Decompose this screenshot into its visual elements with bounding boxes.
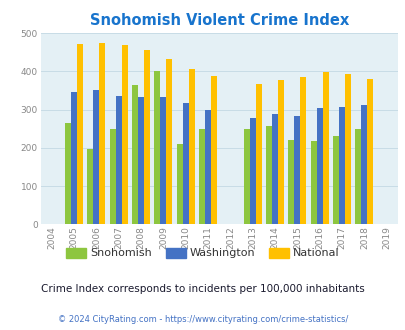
Bar: [249, 118, 255, 224]
Bar: [188, 69, 194, 224]
Bar: [316, 108, 322, 224]
Bar: [294, 116, 300, 224]
Text: © 2024 CityRating.com - https://www.cityrating.com/crime-statistics/: © 2024 CityRating.com - https://www.city…: [58, 315, 347, 324]
Bar: [154, 71, 160, 224]
Bar: [144, 50, 150, 224]
Bar: [310, 141, 316, 224]
Bar: [182, 103, 188, 224]
Bar: [93, 90, 99, 224]
Title: Snohomish Violent Crime Index: Snohomish Violent Crime Index: [90, 13, 348, 28]
Text: Crime Index corresponds to incidents per 100,000 inhabitants: Crime Index corresponds to incidents per…: [41, 284, 364, 294]
Bar: [255, 83, 261, 224]
Bar: [166, 59, 172, 224]
Bar: [277, 80, 284, 224]
Bar: [138, 97, 144, 224]
Bar: [211, 76, 217, 224]
Bar: [109, 129, 115, 224]
Bar: [65, 123, 71, 224]
Bar: [160, 97, 166, 224]
Bar: [99, 43, 105, 224]
Bar: [271, 114, 277, 224]
Bar: [77, 45, 83, 224]
Bar: [205, 110, 211, 224]
Bar: [115, 96, 122, 224]
Bar: [360, 105, 367, 224]
Bar: [338, 107, 344, 224]
Bar: [198, 129, 205, 224]
Bar: [322, 72, 328, 224]
Bar: [87, 149, 93, 224]
Bar: [122, 45, 128, 224]
Bar: [243, 129, 249, 224]
Bar: [367, 79, 373, 224]
Bar: [300, 78, 306, 224]
Legend: Snohomish, Washington, National: Snohomish, Washington, National: [62, 243, 343, 263]
Bar: [354, 129, 360, 224]
Bar: [71, 91, 77, 224]
Bar: [265, 126, 271, 224]
Bar: [288, 140, 294, 224]
Bar: [332, 136, 338, 224]
Bar: [176, 144, 182, 224]
Bar: [344, 74, 350, 224]
Bar: [132, 85, 138, 224]
